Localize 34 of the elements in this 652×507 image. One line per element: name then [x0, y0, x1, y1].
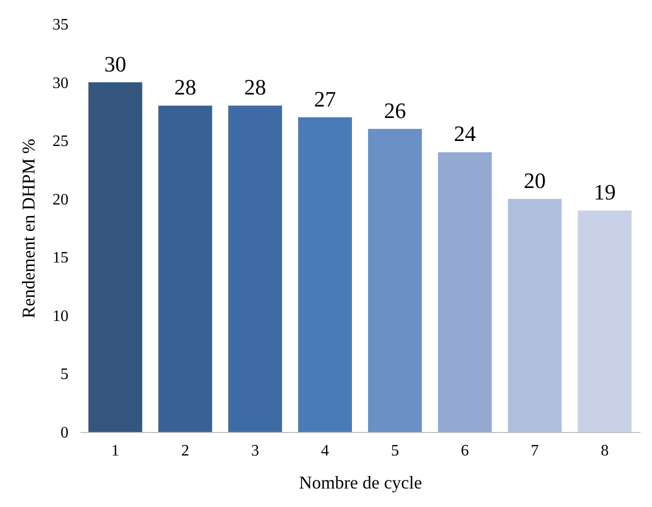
- bar: [578, 210, 632, 432]
- x-tick-label: 5: [390, 442, 399, 460]
- bar: [298, 117, 352, 432]
- y-tick-label: 25: [52, 133, 68, 150]
- data-label: 24: [454, 121, 476, 146]
- bar: [508, 198, 562, 432]
- x-tick-label: 2: [181, 442, 190, 460]
- bar: [368, 128, 422, 432]
- x-tick-label: 8: [600, 442, 609, 460]
- y-tick-label: 20: [52, 191, 68, 208]
- y-tick-label: 35: [52, 16, 68, 34]
- bar: [438, 152, 492, 432]
- x-tick-label: 6: [460, 442, 469, 460]
- data-label: 20: [524, 168, 546, 193]
- x-tick-label: 1: [111, 442, 120, 460]
- x-tick-label: 4: [321, 442, 330, 460]
- y-tick-label: 5: [60, 366, 68, 384]
- y-tick-label: 15: [52, 250, 68, 267]
- y-tick-label: 30: [52, 74, 68, 92]
- y-axis-title: Rendement en DHPM %: [18, 138, 38, 318]
- data-label: 26: [384, 98, 406, 123]
- y-tick-label: 10: [52, 308, 68, 325]
- x-tick-label: 3: [251, 442, 260, 460]
- data-label: 30: [104, 51, 126, 76]
- bar: [228, 106, 282, 432]
- bar: [158, 106, 212, 432]
- data-label: 28: [174, 74, 196, 100]
- bar: [88, 82, 142, 432]
- data-label: 19: [594, 180, 616, 205]
- y-tick-label: 0: [60, 424, 68, 442]
- x-tick-label: 7: [530, 442, 539, 460]
- data-label: 27: [314, 86, 336, 112]
- data-label: 28: [244, 74, 266, 100]
- x-axis-title: Nombre de cycle: [299, 472, 422, 492]
